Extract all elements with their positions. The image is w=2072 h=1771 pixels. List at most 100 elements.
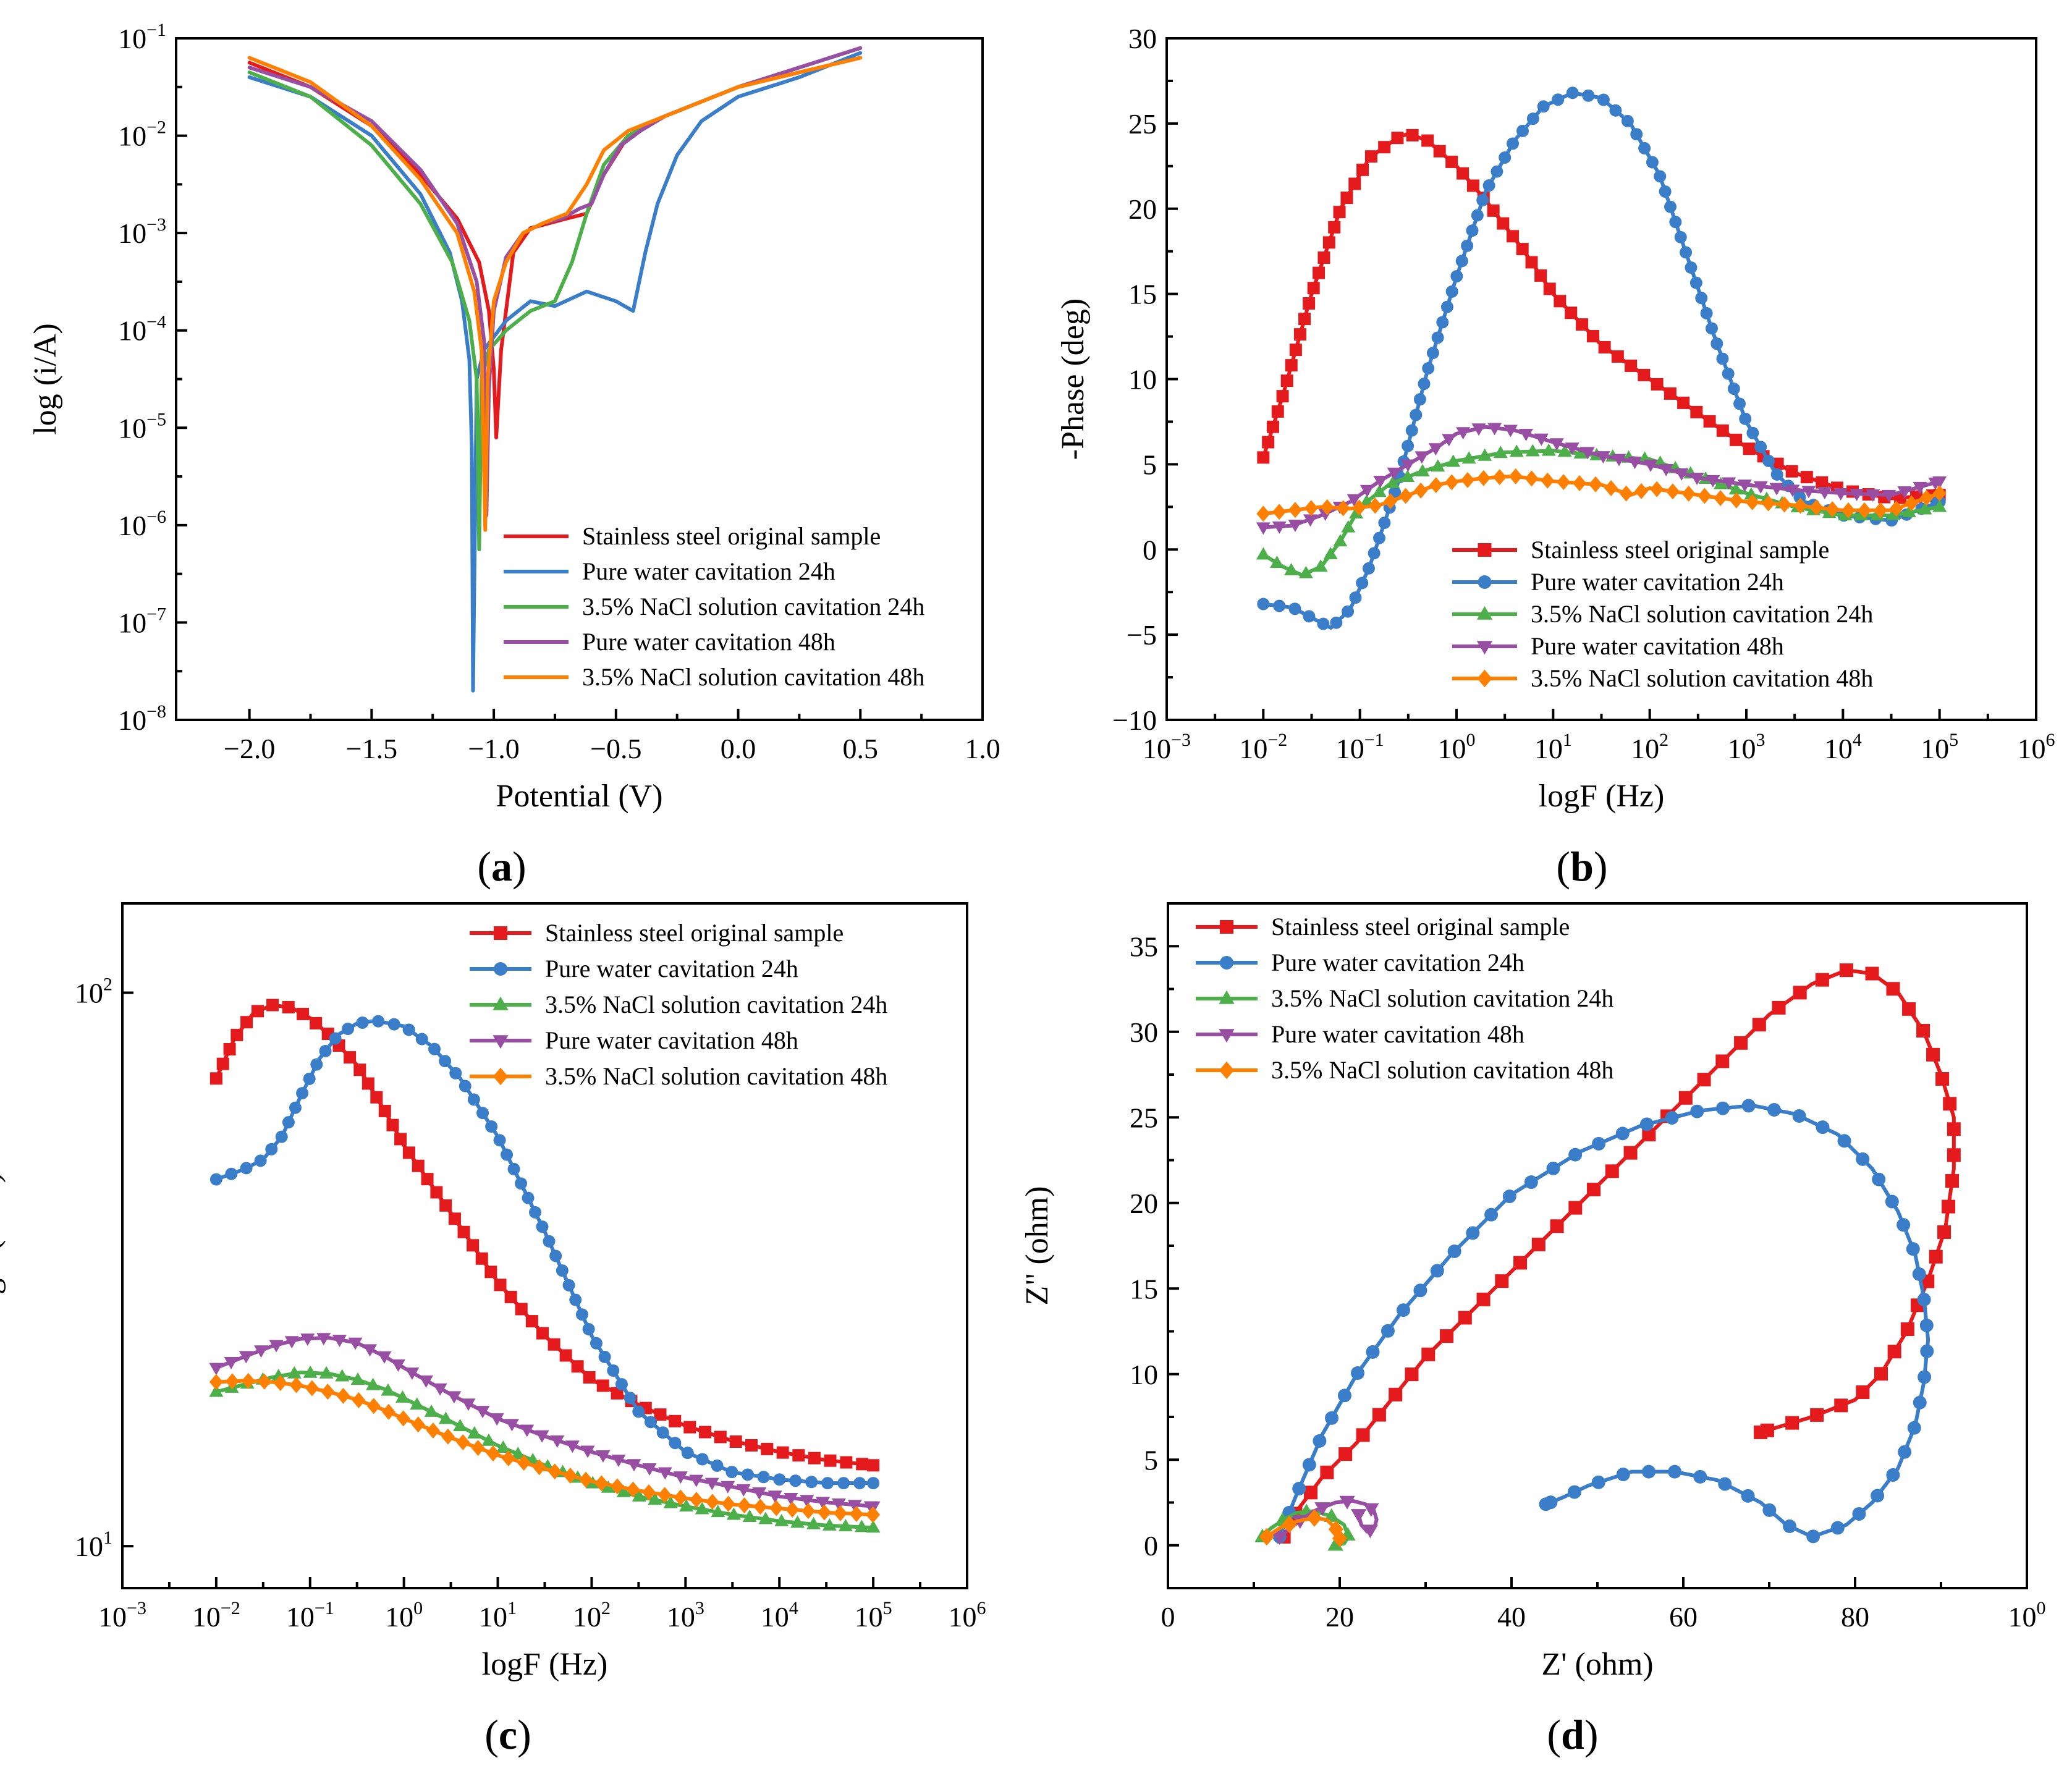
data-point [1886, 982, 1900, 996]
data-point [1586, 330, 1599, 343]
data-point [1937, 1225, 1951, 1239]
data-point [582, 1322, 595, 1335]
data-point [658, 1487, 672, 1503]
data-point [611, 1455, 626, 1468]
data-point [789, 1474, 802, 1487]
data-point [1337, 1388, 1351, 1403]
data-point [669, 1414, 682, 1427]
data-point [673, 1471, 688, 1484]
data-point [1887, 1345, 1901, 1359]
data-point [439, 1199, 452, 1212]
data-point [1582, 89, 1595, 102]
legend-marker [1220, 956, 1233, 970]
data-point [391, 1359, 405, 1372]
data-point [610, 1478, 624, 1495]
data-point [1385, 475, 1400, 488]
data-point [377, 1351, 392, 1364]
legend-label: Stainless steel original sample [545, 919, 844, 947]
data-point [1303, 297, 1316, 310]
data-point [329, 1032, 342, 1045]
x-tick-label: 104 [761, 1598, 798, 1633]
data-point [569, 1293, 582, 1306]
data-point [1834, 1398, 1848, 1413]
data-point [867, 1459, 880, 1472]
data-point [1728, 482, 1743, 495]
data-point [1389, 1387, 1403, 1401]
data-point [1830, 1521, 1845, 1535]
data-point [1421, 134, 1434, 147]
data-point [394, 1133, 407, 1146]
data-point [230, 1028, 243, 1041]
data-point [1525, 256, 1538, 269]
data-point [319, 1366, 334, 1379]
data-point [1591, 1475, 1605, 1489]
legend-entry: 3.5% NaCl solution cavitation 24h [470, 991, 887, 1018]
y-tick-label: 15 [1130, 1273, 1158, 1304]
data-point [1356, 577, 1369, 590]
data-point [1806, 1529, 1820, 1544]
data-point [1307, 282, 1320, 295]
data-point [1342, 605, 1355, 618]
data-point [1842, 502, 1856, 518]
data-point [536, 1220, 549, 1233]
data-point [1306, 1509, 1322, 1527]
data-point [1943, 1097, 1957, 1111]
data-point [1531, 1237, 1546, 1251]
data-point [1525, 444, 1540, 457]
data-point [1516, 124, 1529, 137]
data-point [1509, 444, 1524, 457]
data-point [1391, 132, 1404, 145]
data-point [520, 1424, 535, 1437]
data-point [1678, 1091, 1693, 1105]
data-point [1942, 1199, 1956, 1214]
data-point [616, 1484, 631, 1497]
data-point [1918, 502, 1932, 515]
data-point [424, 1404, 439, 1417]
data-point [1611, 350, 1624, 363]
data-point [761, 1442, 774, 1455]
data-point [1715, 1101, 1730, 1115]
data-point [1431, 331, 1444, 344]
data-point [411, 1416, 425, 1433]
data-point [1762, 1503, 1777, 1517]
data-point [1651, 378, 1664, 391]
x-tick-label: 106 [2018, 730, 2055, 764]
chart-panel-a: −2.0 −1.5 −1.0 −0.5 0.0 0.5 1.0 10−8 10−7 10−6 10−… [28, 20, 1000, 890]
data-point [1874, 502, 1888, 518]
data-point [1457, 167, 1469, 180]
data-point [494, 1279, 507, 1291]
data-point [1833, 488, 1848, 501]
data-point [532, 1459, 546, 1476]
data-point [644, 1416, 657, 1429]
x-axis-title: logF (Hz) [482, 1647, 608, 1682]
data-point [1706, 475, 1720, 488]
data-point [1482, 179, 1495, 192]
x-tick-label: 10−3 [1143, 730, 1191, 764]
data-point [1410, 408, 1423, 421]
data-point [1886, 507, 1901, 520]
data-point [1340, 192, 1353, 205]
data-point [356, 1016, 369, 1029]
data-point [1272, 1531, 1288, 1545]
data-point [1714, 476, 1728, 489]
x-tick-label: 105 [1921, 730, 1958, 764]
data-point [1659, 463, 1673, 476]
data-point [493, 1134, 506, 1147]
data-point [1866, 489, 1880, 502]
data-point [721, 1495, 735, 1512]
data-point [1929, 1249, 1943, 1264]
data-point [1905, 495, 1919, 512]
data-point [757, 1471, 770, 1484]
data-point [1476, 470, 1491, 486]
data-point [1413, 393, 1426, 406]
legend-marker [1476, 606, 1493, 620]
series-line [1282, 968, 1956, 1539]
y-tick-label: 102 [75, 974, 112, 1009]
data-point [1557, 474, 1571, 491]
data-point [370, 1091, 383, 1104]
data-point [1288, 602, 1301, 615]
y-tick-label: 30 [1130, 1017, 1158, 1048]
data-point [287, 1366, 302, 1379]
data-point [1865, 966, 1879, 981]
x-tick-label: −1.5 [346, 733, 397, 764]
